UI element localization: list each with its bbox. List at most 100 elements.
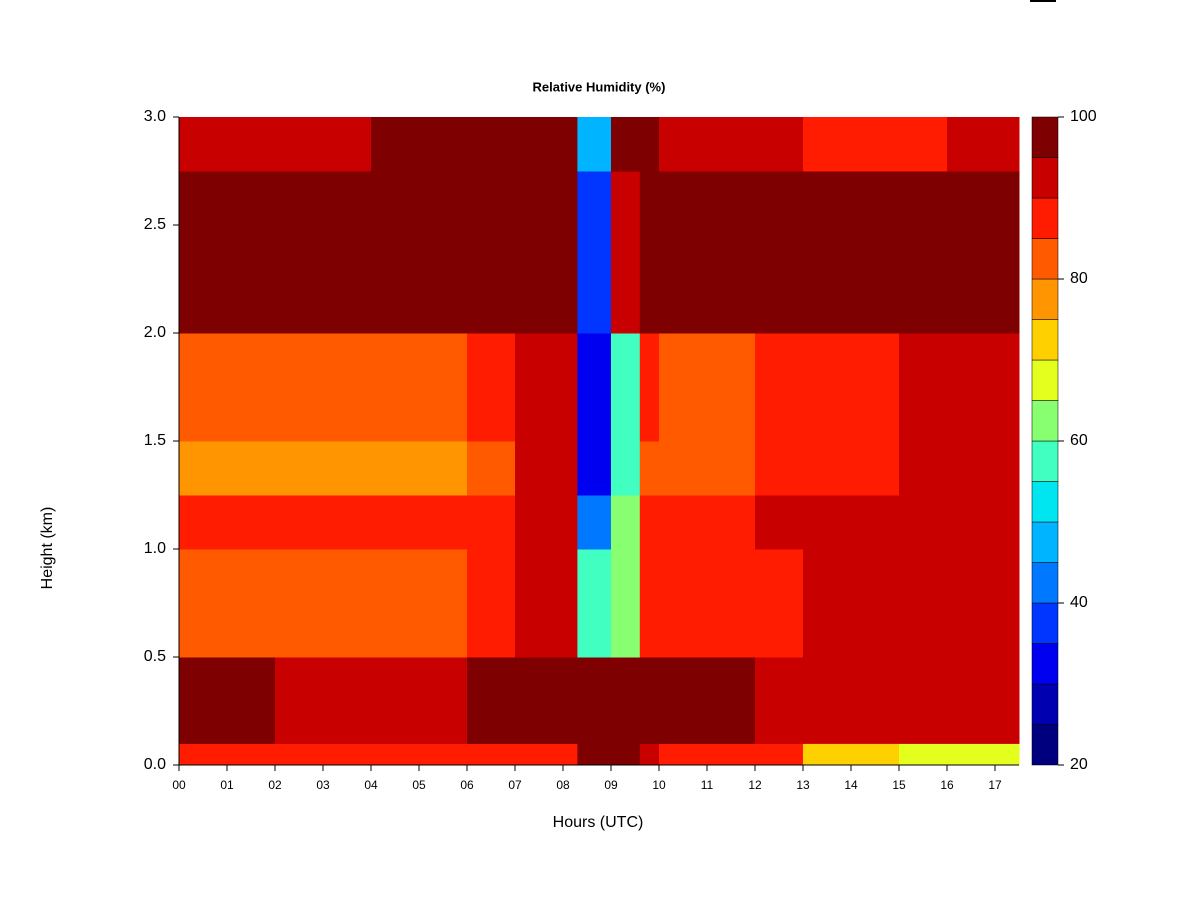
x-tick-label: 17 <box>988 778 1002 792</box>
colorbar-band <box>1031 602 1059 644</box>
cell <box>755 117 804 172</box>
colorbar-band <box>1031 238 1059 280</box>
cell <box>639 441 660 496</box>
x-tick-label: 12 <box>748 778 762 792</box>
cell <box>899 441 948 496</box>
y-tick-label: 2.5 <box>144 216 166 233</box>
colorbar-tick-label: 40 <box>1070 594 1088 611</box>
cell <box>659 117 756 172</box>
cell <box>899 171 948 334</box>
cell <box>947 171 1020 334</box>
cell <box>659 743 756 766</box>
cell <box>659 657 756 744</box>
cell <box>659 441 756 496</box>
cell <box>803 495 900 550</box>
cell <box>899 117 948 172</box>
cell <box>371 549 468 658</box>
cell <box>639 495 660 550</box>
cell <box>577 171 612 334</box>
colorbar-band <box>1031 521 1059 563</box>
colorbar-band <box>1031 724 1059 766</box>
y-axis-label: Height (km) <box>39 507 56 590</box>
cell <box>755 333 804 442</box>
x-tick-label: 09 <box>604 778 618 792</box>
cell <box>947 117 1020 172</box>
cell <box>659 495 756 550</box>
cell <box>179 495 276 550</box>
cell <box>611 117 641 172</box>
cell <box>371 171 468 334</box>
cell <box>755 441 804 496</box>
cell <box>275 743 372 766</box>
x-tick-label: 11 <box>701 778 714 792</box>
cell <box>803 333 900 442</box>
cell <box>467 117 516 172</box>
x-tick-label: 05 <box>412 778 426 792</box>
cell <box>577 495 612 550</box>
cell <box>755 171 804 334</box>
x-tick-label: 15 <box>892 778 906 792</box>
cell <box>515 549 578 658</box>
cell <box>803 441 900 496</box>
cell <box>275 333 372 442</box>
x-tick-label: 03 <box>316 778 330 792</box>
colorbar-band <box>1031 116 1059 158</box>
cell <box>577 743 612 766</box>
cell <box>371 333 468 442</box>
colorbar-band <box>1031 319 1059 361</box>
x-axis-label: Hours (UTC) <box>553 814 644 831</box>
cell <box>611 171 641 334</box>
cell <box>515 495 578 550</box>
cell <box>611 495 641 550</box>
cell <box>947 441 1020 496</box>
axes: 00 01 02 03 04 05 06 07 08 09 10 11 12 13 14 15 16 17 0.0 0… <box>144 108 1019 792</box>
cell <box>275 549 372 658</box>
cell <box>179 333 276 442</box>
cell <box>577 333 612 442</box>
cell <box>467 441 516 496</box>
y-tick-label: 3.0 <box>144 108 166 125</box>
cell <box>577 657 612 744</box>
colorbar-band <box>1031 359 1059 401</box>
colorbar-tick-label: 100 <box>1070 108 1097 125</box>
cell <box>803 171 900 334</box>
cell <box>179 117 276 172</box>
cell <box>467 743 516 766</box>
colorbar-band <box>1031 481 1059 523</box>
cell <box>947 743 1020 766</box>
colorbar-band <box>1031 278 1059 320</box>
cell <box>639 117 660 172</box>
cell <box>803 117 900 172</box>
cell <box>179 441 276 496</box>
x-tick-label: 07 <box>508 778 522 792</box>
cell <box>659 171 756 334</box>
colorbar-band <box>1031 400 1059 442</box>
colorbar-tick-label: 80 <box>1070 270 1088 287</box>
cell <box>515 171 578 334</box>
cell <box>947 549 1020 658</box>
cell <box>899 743 948 766</box>
colorbar-band <box>1031 157 1059 199</box>
cell <box>179 549 276 658</box>
cell <box>947 495 1020 550</box>
x-tick-label: 02 <box>268 778 282 792</box>
cell <box>275 657 372 744</box>
cell <box>755 657 804 744</box>
cell <box>275 117 372 172</box>
cell <box>899 657 948 744</box>
colorbar-tick-label: 60 <box>1070 432 1088 449</box>
x-tick-label: 01 <box>220 778 234 792</box>
cell <box>611 441 641 496</box>
cell <box>179 743 276 766</box>
cell <box>611 743 641 766</box>
contour-field <box>179 117 1020 766</box>
cell <box>639 549 660 658</box>
chart-title: Relative Humidity (%) <box>533 79 666 94</box>
cell <box>899 495 948 550</box>
x-tick-label: 13 <box>796 778 810 792</box>
x-tick-label: 06 <box>460 778 474 792</box>
colorbar-tick-label: 20 <box>1070 756 1088 773</box>
cell <box>371 657 468 744</box>
colorbar-band <box>1031 643 1059 685</box>
